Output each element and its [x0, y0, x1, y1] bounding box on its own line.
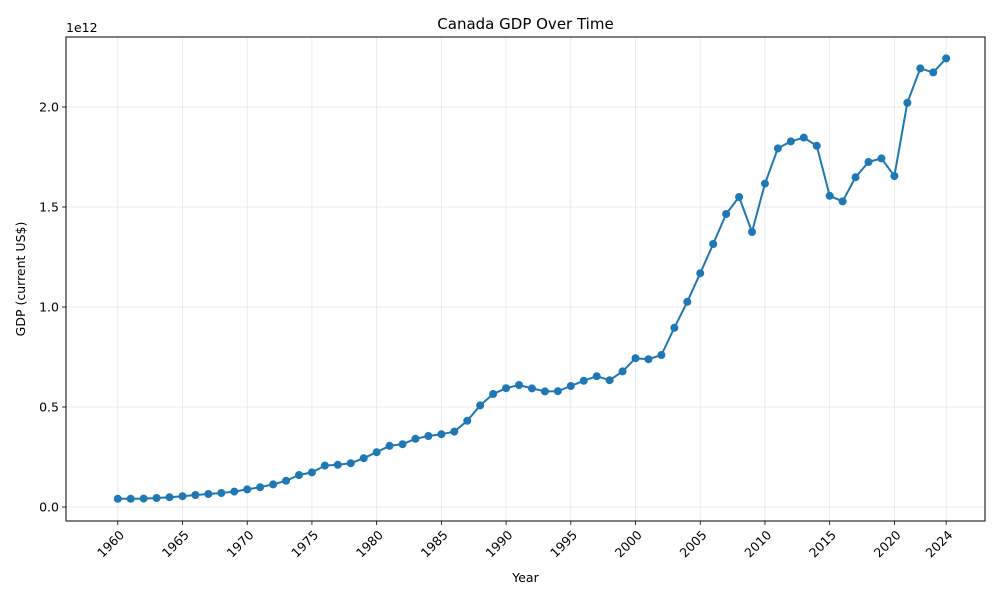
- data-point: [592, 372, 601, 381]
- data-point: [307, 468, 316, 477]
- data-point: [527, 384, 536, 393]
- data-point: [644, 355, 653, 364]
- data-point: [812, 141, 821, 150]
- data-point: [256, 483, 265, 492]
- data-point: [709, 240, 718, 248]
- data-point: [204, 490, 213, 498]
- data-point: [346, 459, 355, 468]
- grid-lines: [66, 37, 985, 521]
- data-point: [748, 228, 757, 236]
- data-point: [385, 441, 394, 450]
- y-tick-label: 1.0: [39, 300, 59, 315]
- x-axis-label: Year: [511, 570, 539, 585]
- y-tick-label: 0.5: [39, 400, 59, 415]
- data-point: [851, 173, 860, 182]
- y-axis-label: GDP (current US$): [13, 222, 28, 337]
- data-point: [929, 68, 938, 77]
- data-point: [294, 471, 303, 479]
- data-point: [877, 154, 886, 163]
- data-point: [618, 367, 627, 376]
- data-point: [515, 381, 524, 389]
- data-point: [178, 492, 187, 501]
- data-point: [942, 54, 951, 63]
- data-point: [320, 461, 329, 470]
- data-point: [825, 191, 834, 200]
- y-tick-label: 0.0: [39, 500, 59, 515]
- data-points: [113, 54, 951, 503]
- data-point: [799, 133, 808, 142]
- data-point: [489, 390, 498, 398]
- data-point: [722, 210, 731, 218]
- data-point: [424, 432, 433, 440]
- y-tick-label: 2.0: [39, 100, 59, 115]
- data-point: [540, 387, 549, 396]
- data-point: [152, 494, 161, 502]
- data-point: [735, 193, 744, 201]
- data-point: [333, 460, 342, 469]
- data-point: [838, 197, 847, 206]
- data-point: [126, 494, 135, 503]
- data-point: [631, 354, 640, 363]
- data-point: [476, 401, 485, 410]
- data-point: [463, 416, 472, 425]
- data-point: [760, 179, 769, 188]
- chart-title: Canada GDP Over Time: [437, 15, 613, 33]
- data-point: [230, 487, 239, 496]
- data-point: [269, 480, 278, 489]
- data-point: [696, 269, 705, 278]
- data-point: [579, 376, 588, 385]
- data-point: [139, 494, 148, 503]
- data-point: [864, 158, 873, 166]
- data-point: [566, 382, 575, 390]
- data-point: [683, 297, 692, 306]
- data-point: [437, 430, 446, 439]
- data-point: [372, 448, 381, 457]
- data-point: [657, 351, 666, 359]
- y-tick-label: 1.5: [39, 200, 59, 215]
- data-point: [903, 98, 912, 107]
- data-point: [916, 64, 925, 73]
- y-axis-offset-label: 1e12: [66, 20, 98, 35]
- data-point: [553, 387, 562, 396]
- data-point: [217, 489, 226, 497]
- data-point: [398, 440, 407, 449]
- data-point: [786, 137, 795, 146]
- data-point: [502, 384, 511, 393]
- data-point: [605, 376, 614, 385]
- y-axis-ticks: 0.0 0.5 1.0 1.5 2.0: [39, 100, 66, 515]
- data-point: [165, 493, 174, 502]
- data-point: [191, 491, 200, 499]
- data-point: [670, 323, 679, 332]
- data-point: [243, 485, 252, 494]
- plot-area-frame: [65, 36, 986, 522]
- data-point: [359, 454, 368, 463]
- data-point: [450, 427, 459, 436]
- data-point: [411, 434, 420, 443]
- data-point: [890, 172, 899, 180]
- data-point: [113, 494, 122, 503]
- data-point: [773, 144, 782, 153]
- data-point: [282, 476, 291, 485]
